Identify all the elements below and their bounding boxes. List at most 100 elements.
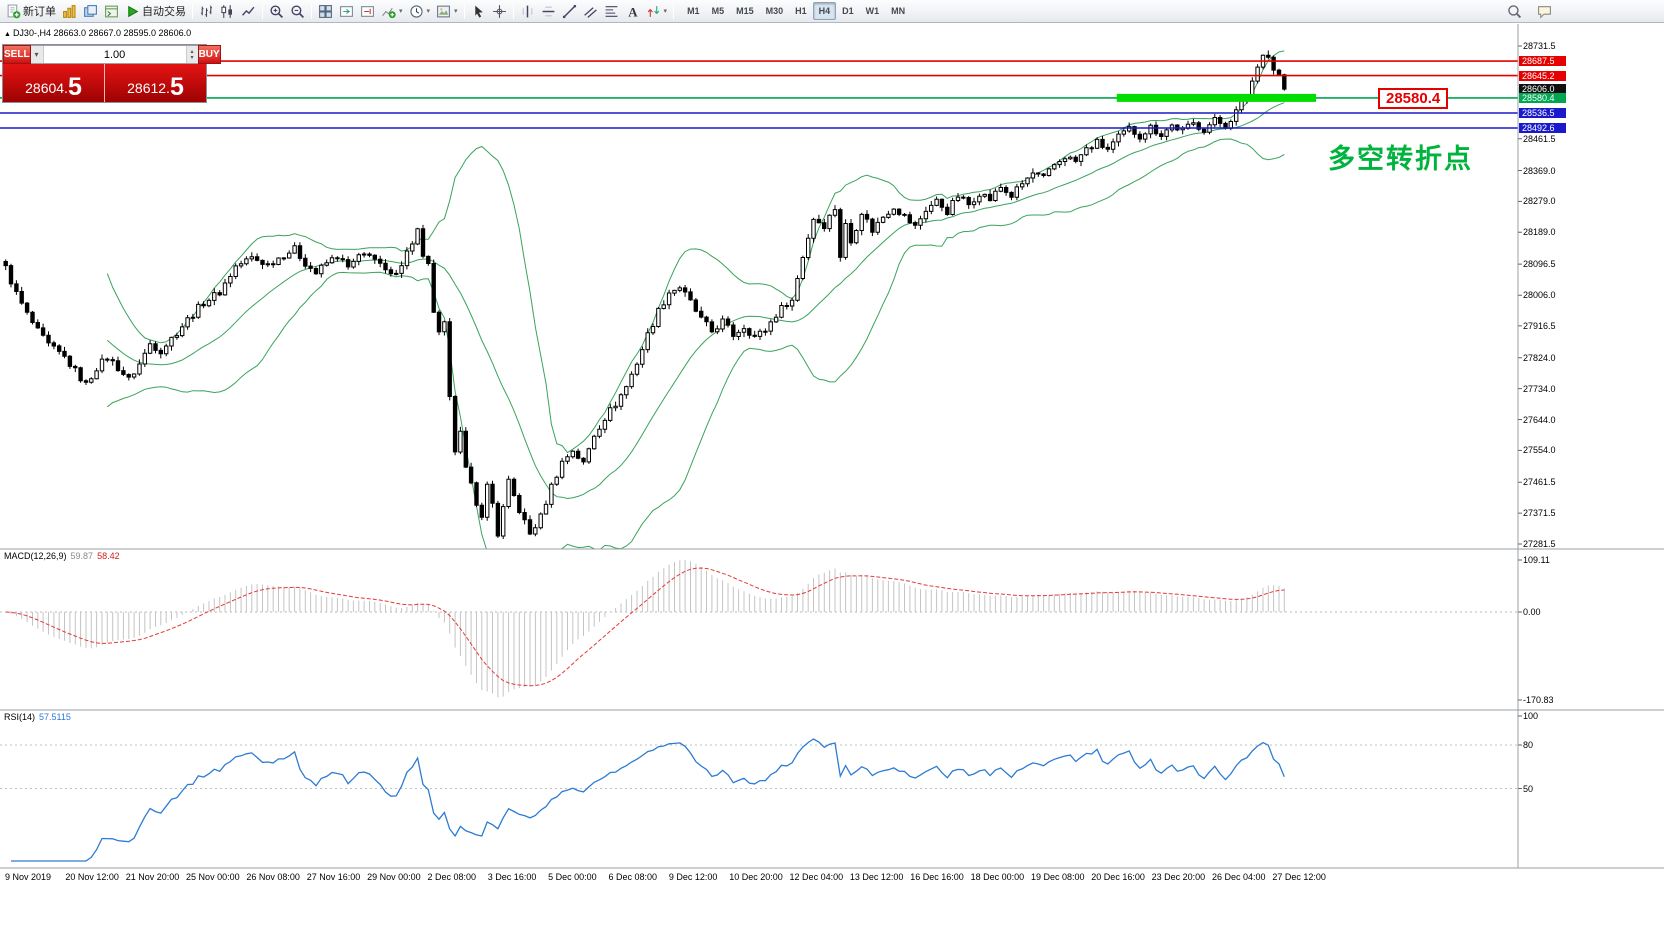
- buy-price-display[interactable]: 28612. 5: [105, 64, 206, 102]
- sell-button[interactable]: SELL: [3, 45, 31, 64]
- zone-price-label[interactable]: 28580.4: [1378, 88, 1449, 109]
- line-chart-button[interactable]: [238, 1, 259, 21]
- timeframe-m15[interactable]: M15: [736, 6, 754, 16]
- new-order-button[interactable]: 新订单: [3, 1, 59, 21]
- tile-icon: [318, 4, 333, 19]
- terminal-icon: [104, 4, 119, 19]
- macd-indicator-label: MACD(12,26,9) 59.87 58.42: [4, 551, 120, 561]
- timeframe-h1[interactable]: H1: [795, 6, 807, 16]
- time-axis-label: 25 Nov 00:00: [186, 872, 240, 882]
- macd-signal-value: 58.42: [97, 551, 120, 561]
- svg-text:A: A: [628, 5, 638, 19]
- clock-icon: [409, 4, 424, 19]
- search-button[interactable]: [1504, 2, 1525, 22]
- bar-chart-button[interactable]: [196, 1, 217, 21]
- turning-point-label[interactable]: 多空转折点: [1328, 144, 1473, 174]
- shift-icon: [360, 4, 375, 19]
- indicators-button[interactable]: ▾: [378, 1, 406, 21]
- time-axis-label: 3 Dec 16:00: [487, 872, 537, 882]
- timeframe-w1[interactable]: W1: [865, 6, 880, 16]
- arrows-button[interactable]: ▾: [643, 1, 671, 21]
- profiles-button[interactable]: [80, 1, 101, 21]
- time-axis-label: 27 Nov 16:00: [306, 872, 361, 882]
- time-axis-label: 19 Dec 08:00: [1030, 872, 1085, 882]
- search-icon: [1507, 4, 1522, 19]
- macd-axis-value: -170.83: [1523, 695, 1554, 705]
- volume-input[interactable]: [43, 46, 186, 63]
- volume-control: ▾ ▴▾: [30, 45, 198, 64]
- trendline-button[interactable]: [559, 1, 580, 21]
- crosshair-button[interactable]: [489, 1, 510, 21]
- timeframe-h4[interactable]: H4: [812, 2, 837, 20]
- timeframe-mn[interactable]: MN: [891, 6, 906, 16]
- spin-down-icon[interactable]: ▾: [190, 54, 194, 61]
- time-axis-label: 2 Dec 08:00: [427, 872, 476, 882]
- periods-button[interactable]: ▾: [406, 1, 434, 21]
- level-lines-layer[interactable]: [0, 60, 1518, 129]
- price-axis-tag: 28645.2: [1519, 70, 1566, 81]
- volume-dropdown-button[interactable]: ▾: [30, 46, 44, 63]
- new-order-icon: [6, 4, 21, 19]
- time-axis-label: 9 Dec 12:00: [668, 872, 718, 882]
- rsi-indicator-label: RSI(14) 57.5115: [4, 712, 71, 722]
- caret-down-icon: ▾: [399, 8, 403, 15]
- caret-down-icon: ▾: [454, 8, 458, 15]
- arrows-icon: [646, 4, 661, 19]
- candlesticks-layer: [3, 50, 1287, 539]
- price-axis-tick: 28369.0: [1523, 165, 1556, 176]
- time-axis-label: 18 Dec 00:00: [970, 872, 1025, 882]
- timeframe-m5[interactable]: M5: [711, 6, 725, 16]
- support-zone-bar[interactable]: [1116, 93, 1316, 102]
- new-order-button-label: 新订单: [23, 6, 56, 18]
- play-icon: [125, 4, 140, 19]
- cursor-button[interactable]: [468, 1, 489, 21]
- volume-spinner[interactable]: ▴ ▾: [185, 46, 198, 63]
- autoscroll-icon: [339, 4, 354, 19]
- time-axis-label: 26 Nov 08:00: [246, 872, 300, 882]
- chart-shift-button[interactable]: [357, 1, 378, 21]
- crosshair-icon: [492, 4, 507, 19]
- auto-scroll-button[interactable]: [336, 1, 357, 21]
- timeframe-d1[interactable]: D1: [842, 6, 854, 16]
- vertical-line-button[interactable]: [517, 1, 538, 21]
- horizontal-line-button[interactable]: [538, 1, 559, 21]
- toolbar-separator: [512, 3, 514, 19]
- time-axis-label: 9 Nov 2019: [5, 872, 52, 882]
- candlestick-button[interactable]: [217, 1, 238, 21]
- ohlc-text: DJ30-,H4 28663.0 28667.0 28595.0 28606.0: [12, 28, 192, 38]
- auto-trading-button-label: 自动交易: [142, 6, 186, 18]
- macd-main-value: 59.87: [70, 551, 94, 561]
- templates-button[interactable]: ▾: [433, 1, 461, 21]
- charts-button[interactable]: [59, 1, 80, 21]
- chat-button[interactable]: [1534, 2, 1555, 22]
- auto-trading-button[interactable]: 自动交易: [122, 1, 189, 21]
- price-axis-tag: 28687.5: [1519, 56, 1566, 67]
- timeframe-m1[interactable]: M1: [687, 6, 700, 16]
- zoom-in-button[interactable]: [266, 1, 287, 21]
- channel-button[interactable]: [580, 1, 601, 21]
- vline-icon: [520, 4, 535, 19]
- tile-windows-button[interactable]: [315, 1, 336, 21]
- sell-price-display[interactable]: 28604. 5: [3, 64, 105, 102]
- fibonacci-button[interactable]: [601, 1, 622, 21]
- spin-up-icon[interactable]: ▴: [190, 48, 194, 55]
- time-axis-label: 12 Dec 04:00: [789, 872, 844, 882]
- buy-button[interactable]: BUY: [197, 45, 221, 64]
- chart-ohlc-header: ▲ DJ30-,H4 28663.0 28667.0 28595.0 28606.…: [4, 28, 191, 38]
- time-axis-label: 23 Dec 20:00: [1151, 872, 1206, 882]
- zoom-out-button[interactable]: [287, 1, 308, 21]
- zoom-in-icon: [269, 4, 284, 19]
- caret-down-icon: ▾: [663, 8, 668, 15]
- text-button[interactable]: A: [622, 1, 643, 21]
- terminal-button[interactable]: [101, 1, 122, 21]
- price-axis-tag: 28580.4: [1519, 92, 1566, 103]
- timeframe-m30[interactable]: M30: [765, 6, 784, 16]
- bollinger-bands-layer: [106, 50, 1285, 549]
- rsi-axis-value: 50: [1523, 783, 1534, 794]
- sell-price-main: 28604.: [25, 80, 68, 96]
- price-axis-tick: 27734.0: [1523, 383, 1556, 394]
- price-axis-tick: 28731.5: [1523, 41, 1556, 51]
- macd-name: MACD(12,26,9): [4, 551, 67, 561]
